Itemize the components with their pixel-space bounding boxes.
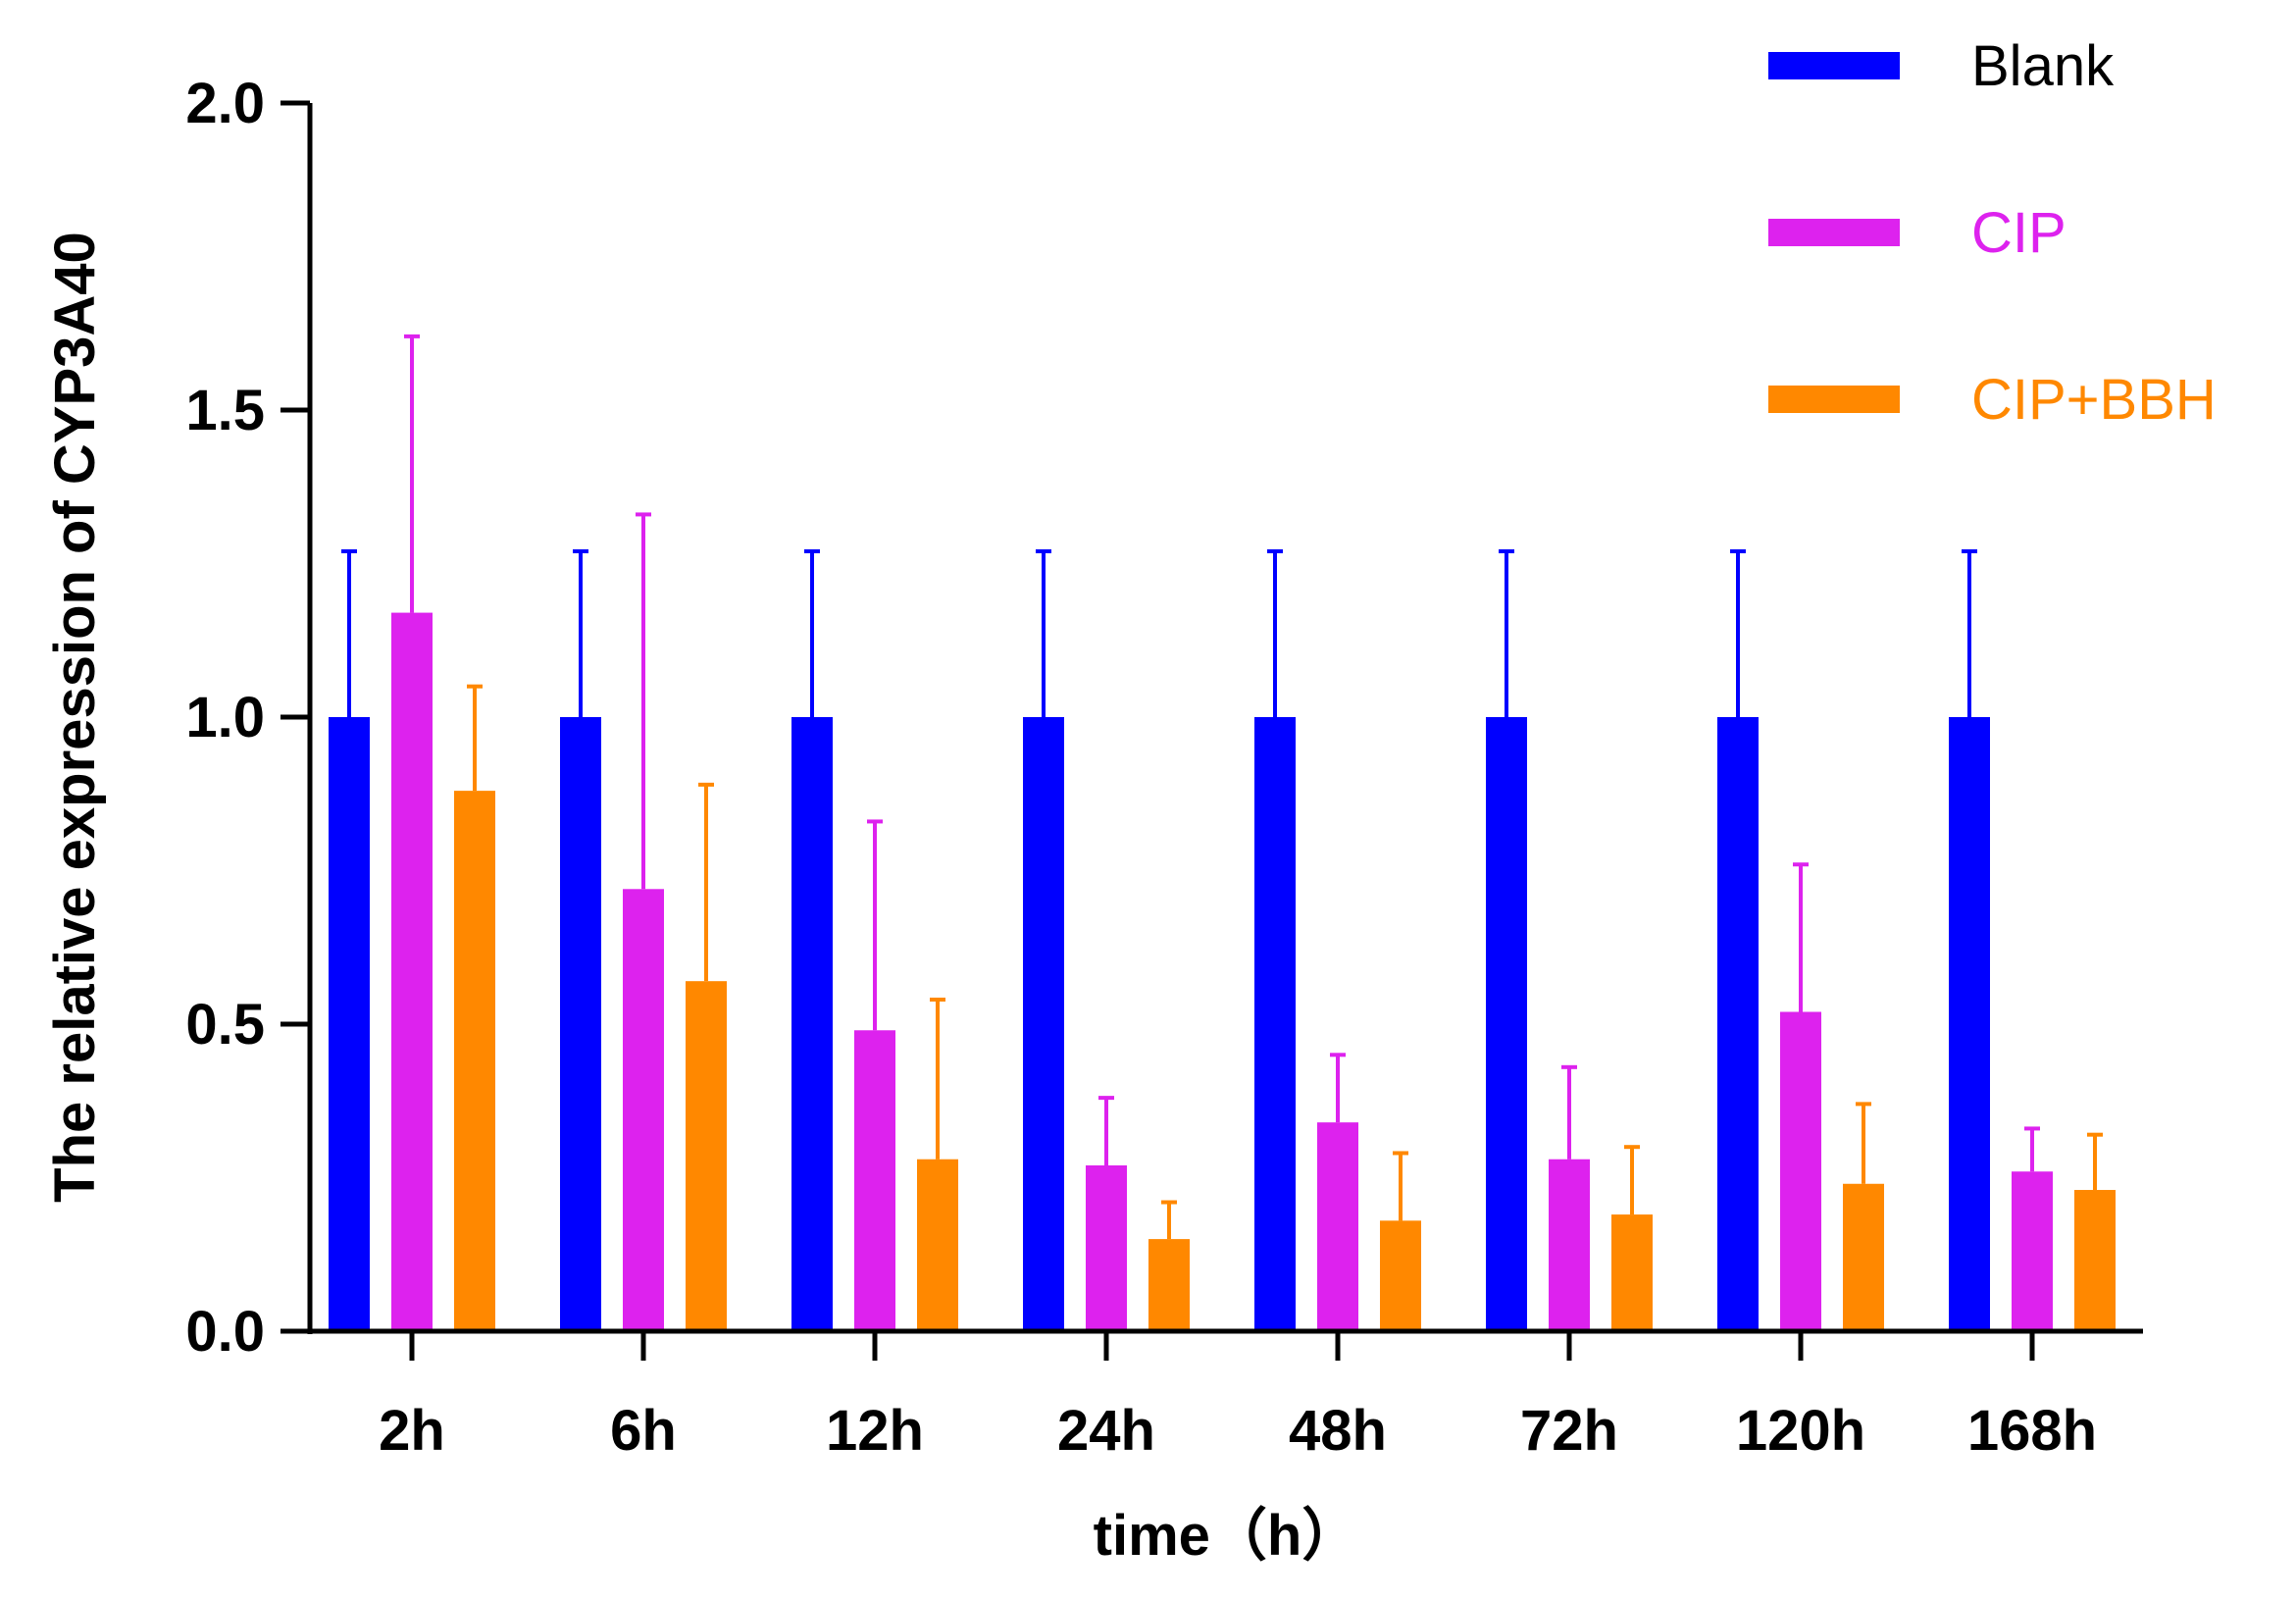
bar-blank-6h (560, 717, 601, 1331)
bar-cip-bbh-2h (454, 791, 495, 1331)
bar-cip-120h (1780, 1011, 1821, 1331)
y-tick-label: 1.5 (185, 379, 265, 442)
bar-cip-24h (1086, 1164, 1127, 1331)
x-tick-label: 48h (1289, 1399, 1387, 1463)
x-tick-label: 2h (379, 1399, 445, 1463)
bar-cip-6h (623, 889, 664, 1331)
y-axis-title: The relative expression of CYP3A40 (43, 232, 107, 1203)
bar-cip-bbh-24h (1148, 1239, 1190, 1331)
bar-blank-168h (1949, 717, 1990, 1331)
bar-blank-120h (1717, 717, 1759, 1331)
bar-cip-bbh-48h (1380, 1220, 1421, 1331)
bar-blank-48h (1254, 717, 1296, 1331)
x-tick-label: 168h (1967, 1399, 2097, 1463)
legend-swatch-cip-bbh (1768, 386, 1900, 413)
legend: Blank CIP CIP+BBH (1768, 34, 2217, 432)
legend-label-cip: CIP (1971, 201, 2066, 265)
bar-cip-bbh-6h (686, 981, 727, 1331)
bar-cip-48h (1317, 1122, 1358, 1331)
bar-cip-2h (391, 612, 433, 1331)
bar-cip-12h (854, 1030, 895, 1331)
bar-cip-bbh-12h (917, 1159, 958, 1331)
bar-cip-bbh-168h (2074, 1190, 2116, 1331)
legend-label-blank: Blank (1971, 34, 2115, 98)
bar-blank-24h (1023, 717, 1064, 1331)
x-axis-title: time（h） (1094, 1504, 1359, 1568)
bar-cip-168h (2012, 1171, 2053, 1331)
legend-label-cip-bbh: CIP+BBH (1971, 368, 2217, 432)
y-tick-label: 2.0 (185, 72, 265, 135)
x-tick-label: 72h (1520, 1399, 1618, 1463)
legend-swatch-blank (1768, 52, 1900, 79)
x-ticks: 2h 6h 12h 24h 48h 72h 120h 168h (379, 1331, 2097, 1463)
x-tick-label: 120h (1736, 1399, 1865, 1463)
bar-blank-72h (1486, 717, 1527, 1331)
y-ticks: 0.0 0.5 1.0 1.5 2.0 (185, 72, 310, 1364)
legend-swatch-cip (1768, 219, 1900, 246)
bar-blank-2h (329, 717, 370, 1331)
y-tick-label: 0.0 (185, 1300, 265, 1364)
x-tick-label: 12h (826, 1399, 924, 1463)
bar-cip-bbh-120h (1843, 1183, 1884, 1331)
x-tick-label: 24h (1057, 1399, 1155, 1463)
y-tick-label: 1.0 (185, 686, 265, 749)
y-tick-label: 0.5 (185, 993, 265, 1057)
bar-cip-72h (1549, 1159, 1590, 1331)
x-tick-label: 6h (610, 1399, 677, 1463)
bars-layer (329, 334, 2116, 1331)
bar-cip-bbh-72h (1611, 1214, 1653, 1331)
bar-blank-12h (791, 717, 833, 1331)
